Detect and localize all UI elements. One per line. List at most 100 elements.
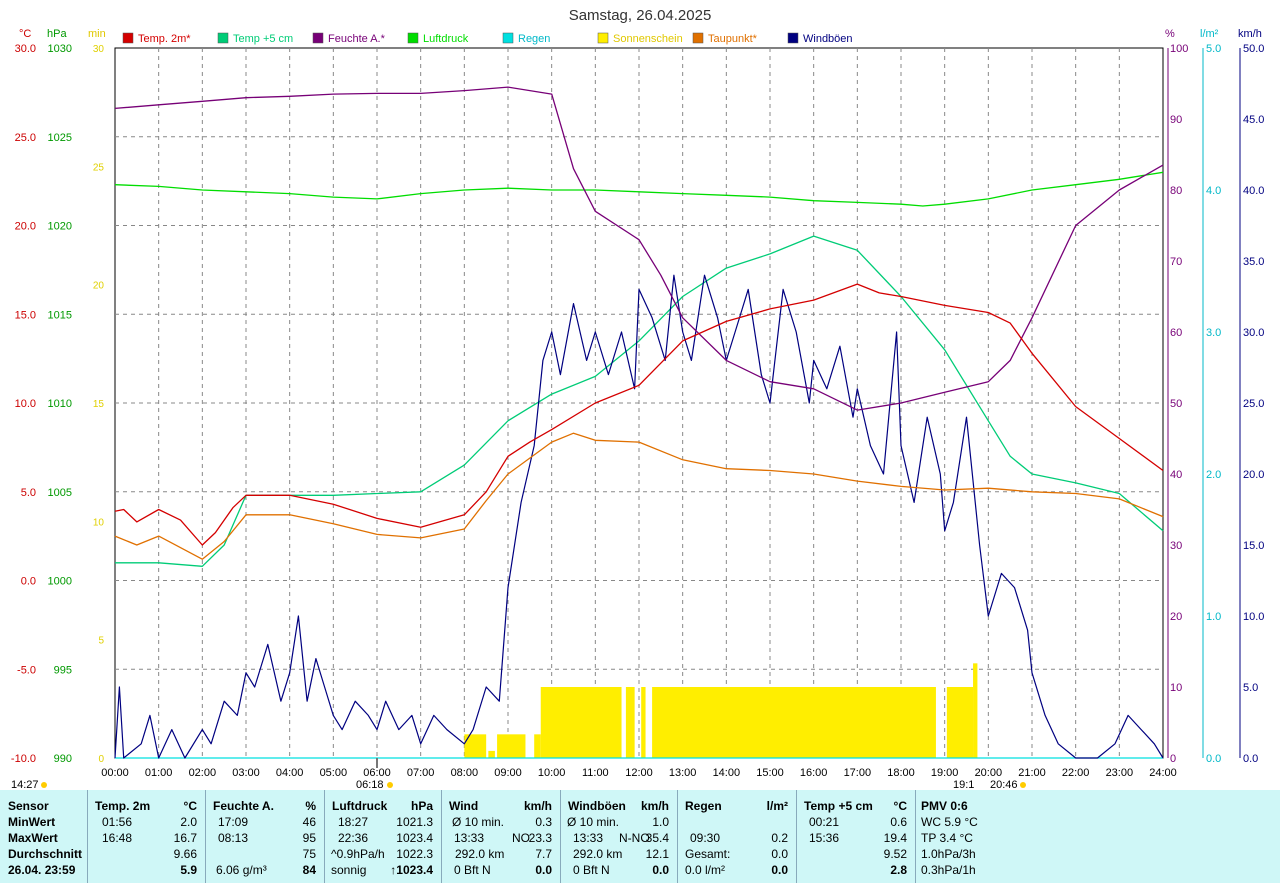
marker-sunset-icon [1020,782,1026,788]
legend-swatch-7 [787,32,799,44]
temp2m-unit: °C [183,799,197,813]
tick-time-23: 23:00 [1106,767,1134,779]
sun-bar-4 [540,687,622,758]
tick-time-3: 03:00 [232,767,260,779]
pmv-r1: WC 5.9 °C [921,815,978,829]
pressure-current: ↑1023.4 [390,863,433,877]
stats-col-pmv: PMV 0:6 WC 5.9 °C TP 3.4 °C 1.0hPa/3h 0.… [915,790,1280,883]
legend-label-6: Taupunkt* [708,33,758,45]
temp2m-current: 5.9 [180,863,197,877]
series-feuchte-a- [114,86,1164,411]
stats-row-min: MinWert [8,815,56,829]
marker-sunrise-icon [387,782,393,788]
legend-swatch-5 [597,32,609,44]
tick-time-4: 04:00 [276,767,304,779]
tick-pressure-4: 1010 [48,398,72,410]
tick-temp-5: 5.0 [21,487,36,499]
tick-time-1: 01:00 [145,767,173,779]
tick-humidity-3: 70 [1170,256,1182,268]
rain-r3-val: 0.0 [771,847,788,861]
stats-col-temp2m: Temp. 2m °C 01:56 2.0 16:48 16.7 9.66 5.… [87,790,205,883]
tick-wind-4: 30.0 [1243,327,1264,339]
rain-r4-label: 0.0 l/m² [685,863,726,877]
tick-temp-7: -5.0 [17,664,36,676]
legend: Temp. 2m* Temp +5 cm Feuchte A.* Luftdruck R… [122,32,853,45]
gust-r1-label: Ø 10 min. [567,815,620,829]
tick-temp-0: 30.0 [15,43,36,55]
temp2m-title: Temp. 2m [95,799,151,813]
temp5cm-min-time: 00:21 [809,815,840,829]
wind-r4-label: 0 Bft N [454,863,491,877]
wind-r2-dir: NO [512,831,530,845]
grid [114,47,1164,759]
tick-pressure-3: 1015 [48,309,72,321]
tick-pressure-5: 1005 [48,487,72,499]
temp5cm-max: 19.4 [883,831,907,845]
series-taupunkt- [114,432,1164,560]
wind-r2-time: 13:33 [454,831,485,845]
tick-rain-0: 5.0 [1206,43,1221,55]
legend-label-4: Regen [518,33,550,45]
temp5cm-unit: °C [893,799,907,813]
tick-time-7: 07:00 [407,767,435,779]
gust-r4-val: 0.0 [652,863,669,877]
tick-temp-4: 10.0 [15,398,36,410]
stats-row-current: 26.04. 23:59 [8,863,76,877]
wind-r3-label: 292.0 km [455,847,505,861]
humidity-abs: 6.06 g/m³ [216,863,267,877]
tick-wind-7: 15.0 [1243,540,1264,552]
tick-time-11: 11:00 [582,767,609,779]
rain-unit: l/m² [766,799,788,813]
axes: °C hPa min% l/m² km/h 30.0 25.0 20.0 15.0 10.0 5.0… [11,28,1265,779]
temp2m-avg: 9.66 [173,847,197,861]
tick-sun-1: 25 [93,162,105,173]
tick-wind-3: 35.0 [1243,256,1264,268]
tick-rain-2: 3.0 [1206,327,1221,339]
stats-sensor-title: Sensor [8,799,49,813]
tick-sun-6: 0 [98,754,104,765]
legend-swatch-6 [692,32,704,44]
stats-col-rain: Regen l/m² 09:30 0.2 Gesamt: 0.0 0.0 l/m… [677,790,796,883]
tick-humidity-8: 20 [1170,611,1182,623]
axis-sun-unit: min [88,28,106,40]
tick-pressure-8: 990 [54,753,72,765]
legend-swatch-1 [217,32,229,44]
tick-humidity-10: 0 [1170,753,1176,765]
marker-sunset-extra: 19:1 [953,779,974,790]
tick-time-24: 24:00 [1149,767,1177,779]
tick-time-12: 12:00 [625,767,653,779]
pressure-trend: ^0.9hPa/h [331,847,385,861]
axis-temp-unit: °C [19,28,31,40]
temp5cm-avg: 9.52 [883,847,907,861]
temp5cm-min: 0.6 [890,815,907,829]
tick-humidity-0: 100 [1170,43,1188,55]
pmv-r4: 0.3hPa/1h [921,863,976,877]
gust-r2-val: 35.4 [645,831,669,845]
humidity-title: Feuchte A. [213,799,274,813]
tick-wind-2: 40.0 [1243,185,1264,197]
tick-time-15: 15:00 [756,767,784,779]
markers: 14:27 06:18 19:1 20:46 [11,758,1026,790]
tick-rain-1: 4.0 [1206,185,1221,197]
tick-temp-2: 20.0 [15,221,36,233]
humidity-avg: 75 [302,847,316,861]
series-temp-5-cm [115,235,1164,567]
legend-label-2: Feuchte A.* [328,33,386,45]
tick-time-21: 21:00 [1018,767,1046,779]
temp2m-max: 16.7 [173,831,197,845]
pressure-avg: 1022.3 [396,847,433,861]
gust-r2-dir: N-NO [619,831,650,845]
legend-label-0: Temp. 2m* [138,33,191,45]
legend-label-5: Sonnenschein [613,33,683,45]
humidity-min: 46 [302,815,316,829]
tick-humidity-9: 10 [1170,682,1182,694]
wind-title: Wind [449,799,479,813]
tick-humidity-5: 50 [1170,398,1182,410]
stats-row-avg: Durchschnitt [8,847,83,861]
temp5cm-title: Temp +5 cm [804,799,873,813]
humidity-max: 95 [302,831,316,845]
tick-time-14: 14:00 [713,767,741,779]
axis-wind-unit: km/h [1238,28,1262,40]
tick-rain-3: 2.0 [1206,469,1221,481]
tick-time-6: 06:00 [363,767,391,779]
